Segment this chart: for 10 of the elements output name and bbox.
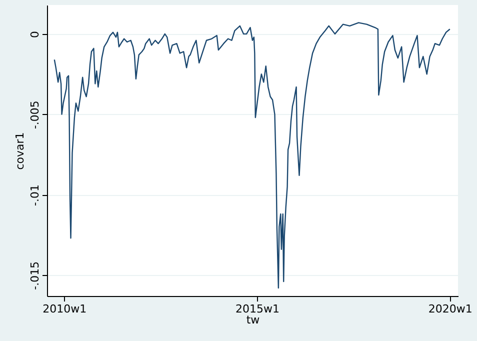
y-tick-label: 0 bbox=[28, 30, 42, 38]
y-tick-label: -.005 bbox=[28, 100, 42, 130]
x-tick-label: 2015w1 bbox=[235, 302, 280, 316]
line-series bbox=[54, 22, 450, 289]
x-tick-label: 2020w1 bbox=[428, 302, 472, 316]
y-axis-title: covar1 bbox=[14, 132, 26, 170]
x-axis-title: tw bbox=[246, 314, 260, 326]
x-tick-label: 2010w1 bbox=[42, 302, 87, 316]
y-tick-label: -.015 bbox=[28, 261, 42, 290]
y-tick-label: -.01 bbox=[28, 184, 42, 206]
